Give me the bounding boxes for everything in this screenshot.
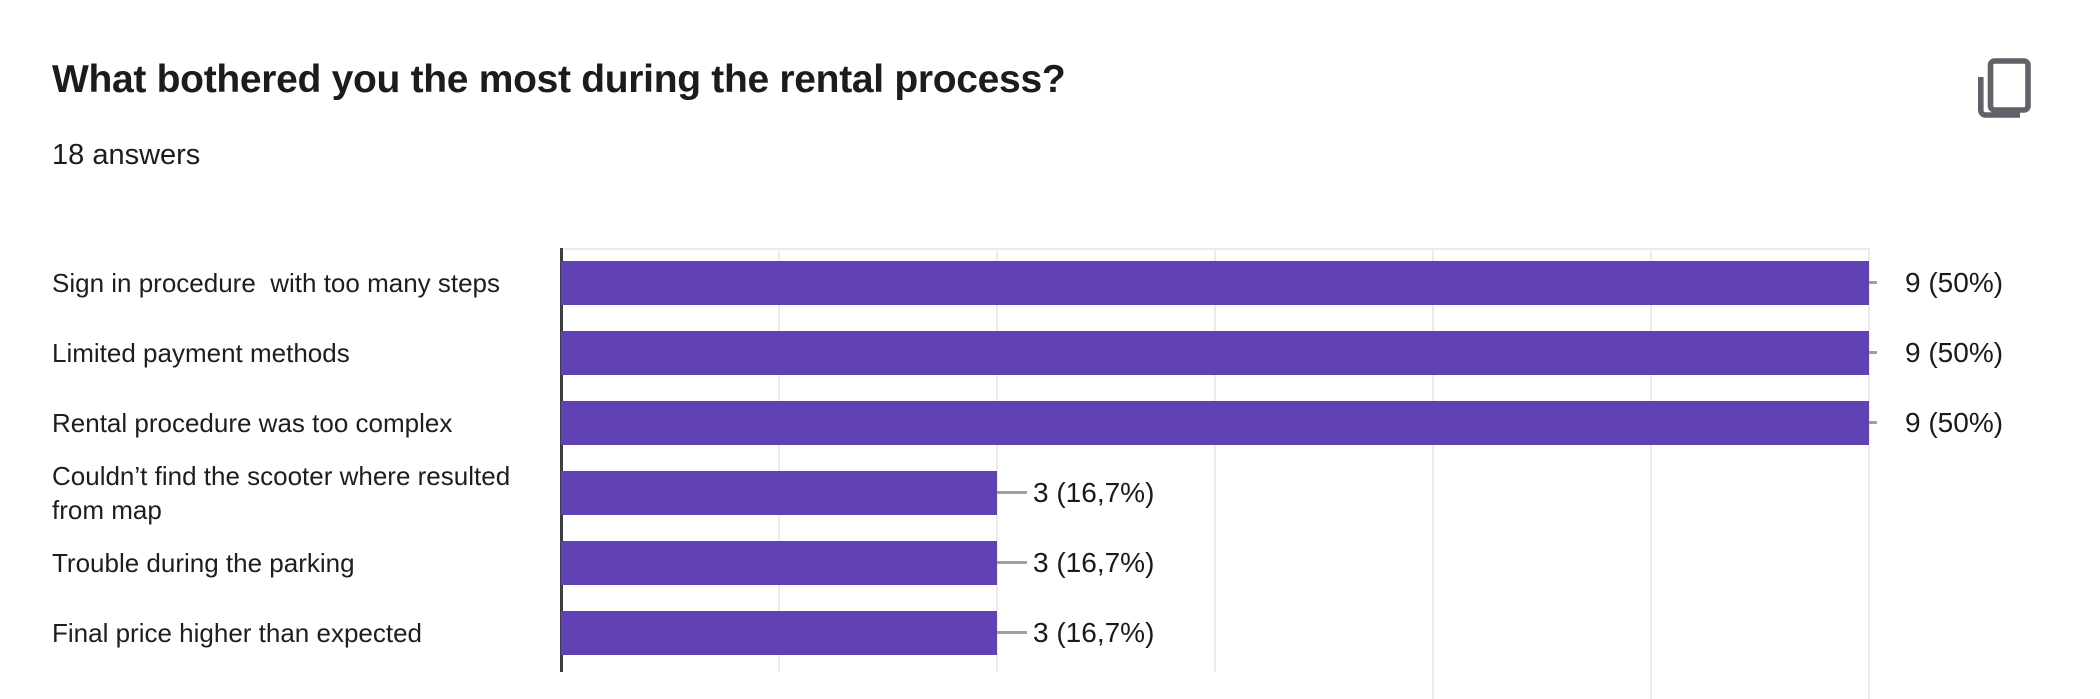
category-label: Couldn’t find the scooter where resulted… — [52, 461, 518, 525]
bar — [561, 471, 997, 515]
category-label: Trouble during the parking — [52, 548, 355, 578]
chart-row: Final price higher than expected 3 (16,7… — [0, 598, 2100, 668]
vertical-gridline — [1214, 248, 1216, 672]
chart-plot-area — [560, 248, 1870, 699]
question-title: What bothered you the most during the re… — [52, 58, 1066, 101]
vertical-gridline — [778, 248, 780, 672]
chart-row: Trouble during the parking 3 (16,7%) — [0, 528, 2100, 598]
y-axis-line — [560, 248, 563, 672]
chart-row: Sign in procedure with too many steps 9 … — [0, 248, 2100, 318]
value-label: 3 (16,7%) — [1033, 547, 1155, 578]
callout-line — [997, 631, 1027, 634]
value-label: 9 (50%) — [1905, 337, 2004, 368]
callout-line — [1869, 281, 1877, 284]
callout-line — [997, 561, 1027, 564]
category-label: Final price higher than expected — [52, 618, 423, 648]
category-label: Limited payment methods — [52, 338, 350, 368]
bar — [561, 541, 997, 585]
chart-row: Limited payment methods 9 (50%) — [0, 318, 2100, 388]
callout-line — [1869, 421, 1877, 424]
bar — [561, 401, 1869, 445]
value-label: 3 (16,7%) — [1033, 477, 1155, 508]
vertical-gridline — [996, 248, 998, 672]
bar — [561, 261, 1869, 305]
copy-button[interactable] — [1962, 46, 2048, 132]
vertical-gridline — [1650, 248, 1652, 699]
value-label: 9 (50%) — [1905, 407, 2004, 438]
bar — [561, 331, 1869, 375]
callout-line — [1869, 351, 1877, 354]
value-label: 3 (16,7%) — [1033, 617, 1155, 648]
category-label: Sign in procedure with too many steps — [52, 268, 501, 298]
answers-count: 18 answers — [52, 139, 201, 171]
vertical-gridline — [1868, 248, 1870, 699]
chart-row: Couldn’t find the scooter where resulted… — [0, 458, 2100, 528]
category-label: Rental procedure was too complex — [52, 408, 453, 438]
vertical-gridline — [1432, 248, 1434, 699]
callout-line — [997, 491, 1027, 494]
copy-icon — [1974, 55, 2036, 124]
value-label: 9 (50%) — [1905, 267, 2004, 298]
chart-row: Rental procedure was too complex 9 (50%) — [0, 388, 2100, 458]
bar — [561, 611, 997, 655]
